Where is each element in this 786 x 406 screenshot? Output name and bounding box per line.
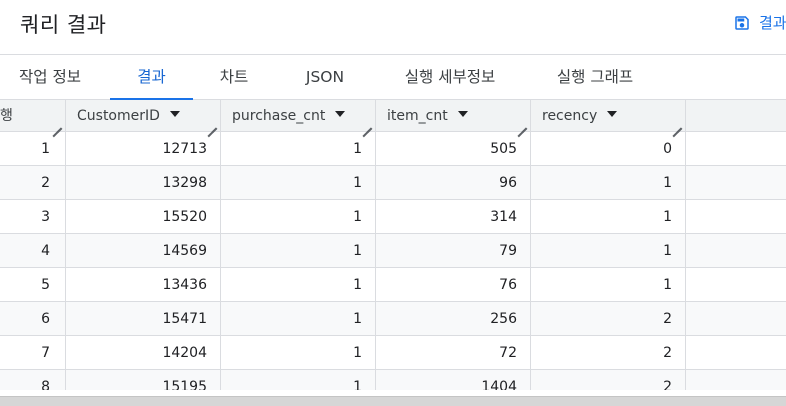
table-row: 6 15471 1 256 2 bbox=[0, 302, 786, 336]
purchase-cnt-cell[interactable]: 1 bbox=[221, 302, 376, 335]
recency-cell[interactable]: 2 bbox=[531, 336, 686, 369]
table-row: 2 13298 1 96 1 bbox=[0, 166, 786, 200]
purchase-cnt-cell[interactable]: 1 bbox=[221, 268, 376, 301]
customerid-cell[interactable]: 15471 bbox=[66, 302, 221, 335]
item-cnt-cell[interactable]: 79 bbox=[376, 234, 531, 267]
column-resize-handle[interactable] bbox=[672, 118, 682, 128]
purchase-cnt-cell[interactable]: 1 bbox=[221, 200, 376, 233]
recency-cell[interactable]: 0 bbox=[531, 132, 686, 165]
row-number-cell: 2 bbox=[0, 166, 66, 199]
customerid-cell[interactable]: 12713 bbox=[66, 132, 221, 165]
column-resize-handle[interactable] bbox=[517, 118, 527, 128]
item-cnt-cell[interactable]: 96 bbox=[376, 166, 531, 199]
item-cnt-cell[interactable]: 256 bbox=[376, 302, 531, 335]
tab-execution-graph[interactable]: 실행 그래프 bbox=[556, 68, 634, 86]
item-cnt-cell[interactable]: 314 bbox=[376, 200, 531, 233]
save-results-label: 결과 bbox=[759, 14, 786, 32]
column-header-label: CustomerID bbox=[77, 108, 160, 124]
save-icon bbox=[735, 15, 749, 30]
customerid-cell[interactable]: 13436 bbox=[66, 268, 221, 301]
tab-results[interactable]: 결과 bbox=[110, 55, 193, 101]
sort-arrow-icon[interactable] bbox=[335, 111, 346, 117]
customerid-cell[interactable]: 15520 bbox=[66, 200, 221, 233]
row-number-cell: 4 bbox=[0, 234, 66, 267]
customerid-cell[interactable]: 15195 bbox=[66, 370, 221, 390]
customerid-cell[interactable]: 14204 bbox=[66, 336, 221, 369]
purchase-cnt-cell[interactable]: 1 bbox=[221, 370, 376, 390]
recency-cell[interactable]: 1 bbox=[531, 200, 686, 233]
item-cnt-cell[interactable]: 1404 bbox=[376, 370, 531, 390]
column-header-item-cnt[interactable]: item_cnt bbox=[376, 100, 531, 132]
save-results-button[interactable]: 결과 bbox=[733, 12, 786, 33]
column-resize-handle[interactable] bbox=[207, 118, 217, 128]
purchase-cnt-cell[interactable]: 1 bbox=[221, 132, 376, 165]
row-number-cell: 3 bbox=[0, 200, 66, 233]
tab-chart[interactable]: 차트 bbox=[219, 68, 249, 86]
column-header-row-number: 행 bbox=[0, 100, 66, 132]
item-cnt-cell[interactable]: 505 bbox=[376, 132, 531, 165]
recency-cell[interactable]: 1 bbox=[531, 268, 686, 301]
recency-cell[interactable]: 2 bbox=[531, 302, 686, 335]
column-resize-handle[interactable] bbox=[362, 118, 372, 128]
row-number-cell: 5 bbox=[0, 268, 66, 301]
sort-arrow-icon[interactable] bbox=[169, 111, 180, 117]
column-resize-handle[interactable] bbox=[52, 118, 62, 128]
tab-json[interactable]: JSON bbox=[305, 68, 345, 86]
table-row: 3 15520 1 314 1 bbox=[0, 200, 786, 234]
row-number-cell: 8 bbox=[0, 370, 66, 390]
table-row: 7 14204 1 72 2 bbox=[0, 336, 786, 370]
recency-cell[interactable]: 2 bbox=[531, 370, 686, 390]
tab-execution-details[interactable]: 실행 세부정보 bbox=[404, 68, 496, 86]
table-header-row: 행 CustomerID purchase_cnt item_cnt recen… bbox=[0, 100, 786, 132]
item-cnt-cell[interactable]: 76 bbox=[376, 268, 531, 301]
table-row: 4 14569 1 79 1 bbox=[0, 234, 786, 268]
table-row: 1 12713 1 505 0 bbox=[0, 132, 786, 166]
purchase-cnt-cell[interactable]: 1 bbox=[221, 234, 376, 267]
recency-cell[interactable]: 1 bbox=[531, 234, 686, 267]
column-header-label: item_cnt bbox=[387, 108, 448, 124]
results-tabs: 작업 정보 결과 차트 JSON 실행 세부정보 실행 그래프 bbox=[0, 54, 786, 101]
column-header-label: purchase_cnt bbox=[232, 108, 326, 124]
customerid-cell[interactable]: 13298 bbox=[66, 166, 221, 199]
page-title: 쿼리 결과 bbox=[20, 13, 107, 37]
sort-arrow-icon[interactable] bbox=[457, 111, 468, 117]
row-number-cell: 7 bbox=[0, 336, 66, 369]
item-cnt-cell[interactable]: 72 bbox=[376, 336, 531, 369]
column-header-recency[interactable]: recency bbox=[531, 100, 686, 132]
column-header-customerid[interactable]: CustomerID bbox=[66, 100, 221, 132]
column-header-label: 행 bbox=[0, 108, 13, 124]
column-header-purchase-cnt[interactable]: purchase_cnt bbox=[221, 100, 376, 132]
sort-arrow-icon[interactable] bbox=[607, 111, 618, 117]
horizontal-scrollbar[interactable] bbox=[0, 396, 786, 406]
table-row: 5 13436 1 76 1 bbox=[0, 268, 786, 302]
results-header: 쿼리 결과 결과 bbox=[0, 0, 786, 54]
column-header-label: recency bbox=[542, 108, 598, 124]
row-number-cell: 6 bbox=[0, 302, 66, 335]
purchase-cnt-cell[interactable]: 1 bbox=[221, 166, 376, 199]
recency-cell[interactable]: 1 bbox=[531, 166, 686, 199]
results-table: 행 CustomerID purchase_cnt item_cnt recen… bbox=[0, 100, 786, 390]
tab-job-info[interactable]: 작업 정보 bbox=[19, 68, 81, 86]
purchase-cnt-cell[interactable]: 1 bbox=[221, 336, 376, 369]
customerid-cell[interactable]: 14569 bbox=[66, 234, 221, 267]
row-number-cell: 1 bbox=[0, 132, 66, 165]
table-row: 8 15195 1 1404 2 bbox=[0, 370, 786, 390]
